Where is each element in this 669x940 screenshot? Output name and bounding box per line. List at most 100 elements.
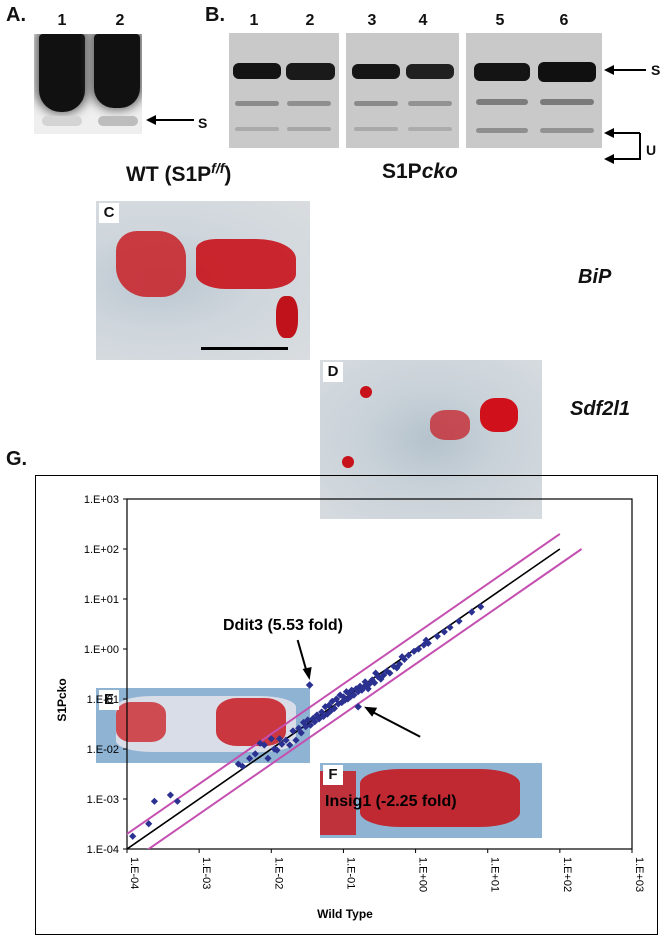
bip-signal-region	[196, 239, 296, 289]
gel-b-lower-band	[540, 99, 594, 105]
data-point	[414, 645, 423, 653]
bip-signal-region	[360, 386, 372, 398]
micrograph-c: C	[96, 201, 310, 360]
ddit3-annotation: Ddit3 (5.53 fold)	[223, 617, 343, 634]
x-tick-label: 1.E+00	[417, 857, 429, 892]
y-tick-label: 1.E-02	[87, 744, 119, 756]
gel-a-lane2-band	[94, 34, 140, 108]
gel-b-lowest-band	[476, 128, 528, 133]
gel-b-main-band	[406, 64, 454, 79]
panel-b-lane-3: 3	[367, 12, 377, 29]
insig1-annotation: Insig1 (-2.25 fold)	[325, 793, 457, 810]
data-point	[386, 669, 394, 677]
panel-b-gel-2	[346, 33, 459, 148]
data-point	[455, 617, 463, 625]
y-tick-label: 1.E+01	[84, 594, 119, 606]
wt-column-title: WT (S1Pf/f)	[126, 160, 232, 186]
panel-b-lane-4: 4	[418, 12, 428, 29]
panel-b-gel-3	[466, 33, 602, 148]
micrograph-d: D	[320, 360, 542, 519]
gel-b-lower-band	[408, 101, 452, 106]
data-point	[245, 754, 254, 762]
insig1-arrow-head	[364, 706, 378, 717]
panel-b-lane-6: 6	[559, 12, 569, 29]
panel-c-letter: C	[99, 203, 119, 223]
gel-b-lower-band	[354, 101, 398, 106]
gel-b-lowest-band	[235, 127, 279, 131]
highlighted-point-ddit3	[305, 681, 314, 689]
data-point	[342, 688, 351, 696]
y-tick-label: 1.E+02	[84, 544, 119, 556]
panel-b-gel-1	[229, 33, 339, 148]
data-point	[278, 740, 286, 748]
x-tick-label: 1.E+03	[633, 857, 645, 892]
panel-b-lowest-arrow-icon	[604, 150, 641, 164]
gel-b-main-band	[538, 62, 596, 82]
bip-signal-region	[342, 456, 354, 468]
highlighted-point-insig1	[354, 702, 362, 711]
data-point	[275, 735, 284, 743]
scatter-chart: 1.E+03 1.E+02 1.E+01 1.E+00 1.E-01 1.E-02 1.E-…	[55, 494, 645, 921]
bip-signal-region	[116, 231, 186, 297]
upper-fold-bound	[127, 533, 561, 836]
plot-area-frame	[126, 498, 633, 850]
panel-a-arrow-icon	[146, 115, 194, 125]
micrograph-f: F	[320, 763, 542, 838]
gel-b-main-band	[233, 63, 281, 79]
gel-b-lower-band	[476, 99, 528, 105]
data-point	[256, 739, 264, 747]
data-point	[267, 735, 275, 743]
panel-f-letter: F	[323, 765, 343, 785]
data-point	[440, 628, 448, 636]
x-axis-title: Wild Type	[317, 907, 373, 921]
data-point	[422, 636, 430, 644]
data-point	[330, 704, 339, 712]
bip-signal-region	[430, 410, 470, 440]
gel-b-lowest-band	[408, 127, 452, 131]
gel-a-lane1-band	[39, 34, 85, 112]
gel-b-main-band	[474, 63, 530, 81]
gene-label-sdf2l1: Sdf2l1	[570, 398, 631, 420]
data-point	[297, 729, 305, 737]
panel-d-letter: D	[323, 362, 343, 382]
data-point	[264, 754, 272, 762]
bip-signal-region	[480, 398, 518, 432]
data-point	[433, 632, 441, 640]
x-tick-label: 1.E-04	[128, 857, 140, 889]
data-point	[404, 651, 413, 659]
scale-bar	[201, 347, 288, 350]
data-point	[304, 716, 312, 724]
panel-b-lane-5: 5	[495, 12, 505, 29]
gel-b-lowest-band	[287, 127, 331, 131]
panel-b-label-s: S	[651, 62, 661, 78]
panel-e-letter: E	[99, 690, 119, 710]
panel-b-lane-2: 2	[305, 12, 315, 29]
panel-a-arrow-label: S	[198, 115, 208, 131]
data-point	[383, 667, 391, 675]
y-tick-label: 1.E-03	[87, 794, 119, 806]
data-point	[166, 791, 175, 799]
ddit3-arrow-head	[302, 667, 312, 681]
sdf2l1-signal-region	[360, 769, 520, 827]
insig1-arrow-line	[369, 709, 421, 738]
x-tick-label: 1.E-02	[272, 857, 284, 889]
y-axis-title: S1Pcko	[55, 678, 69, 721]
data-point	[238, 762, 247, 770]
gel-b-lower-band	[287, 101, 331, 106]
x-tick-label: 1.E+01	[489, 857, 501, 892]
data-point	[150, 797, 159, 805]
panel-g-frame	[35, 475, 658, 935]
data-point	[292, 736, 300, 744]
x-tick-label: 1.E-03	[200, 857, 212, 889]
y-tick-label: 1.E-04	[87, 844, 119, 856]
gel-b-main-band	[352, 64, 400, 79]
data-point	[286, 741, 294, 749]
y-tick-label: 1.E+00	[84, 644, 119, 656]
panel-a-lane-2: 2	[115, 12, 125, 29]
panel-a-gel	[34, 34, 142, 134]
panel-a-letter: A.	[6, 4, 26, 26]
panel-g-letter: G.	[6, 448, 28, 470]
data-point	[468, 608, 476, 616]
sdf2l1-signal-region	[116, 702, 166, 742]
panel-b-lane-1: 1	[249, 12, 259, 29]
